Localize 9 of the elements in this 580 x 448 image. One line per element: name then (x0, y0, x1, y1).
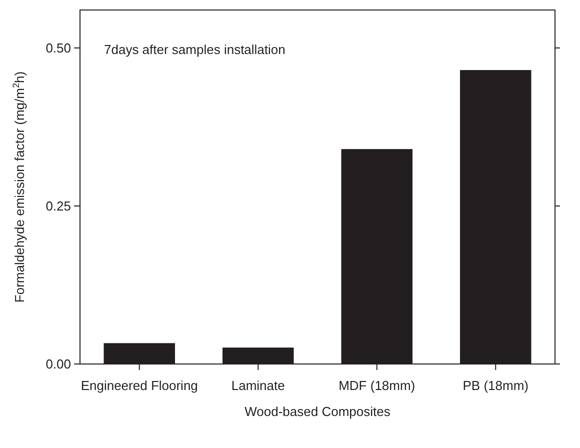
y-tick-label: 0.00 (46, 356, 71, 372)
annotation: 7days after samples installation (104, 42, 286, 57)
x-tick-label: PB (18mm) (462, 378, 528, 393)
y-tick-label: 0.50 (46, 40, 71, 56)
x-tick-label: Laminate (231, 378, 285, 393)
x-tick-label: MDF (18mm) (338, 378, 416, 393)
x-tick-label: Engineered Flooring (80, 378, 198, 393)
y-tick-label: 0.25 (46, 198, 71, 214)
x-axis-title: Wood-based Composites (244, 404, 391, 419)
